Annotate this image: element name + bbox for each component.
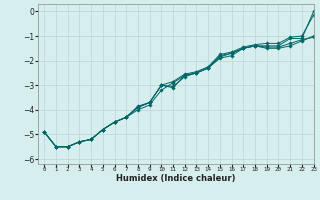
X-axis label: Humidex (Indice chaleur): Humidex (Indice chaleur) bbox=[116, 174, 236, 183]
